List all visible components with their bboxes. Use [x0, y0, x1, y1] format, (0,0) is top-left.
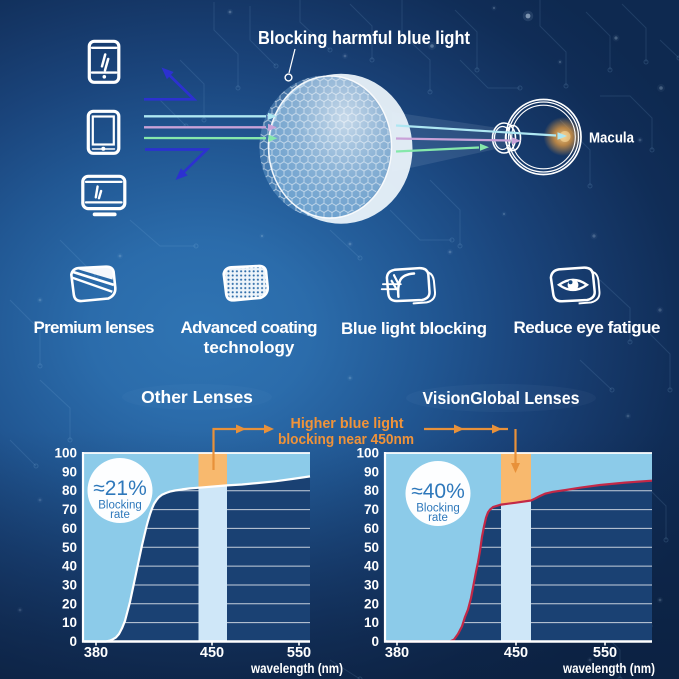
svg-text:380: 380: [385, 645, 409, 661]
svg-text:380: 380: [84, 645, 108, 661]
svg-text:Blocking: Blocking: [416, 503, 459, 515]
svg-text:30: 30: [364, 578, 379, 593]
svg-text:30: 30: [62, 578, 77, 593]
svg-text:80: 80: [62, 483, 77, 498]
svg-text:≈40%: ≈40%: [411, 480, 465, 503]
svg-text:Macula: Macula: [589, 130, 635, 147]
svg-text:rate: rate: [428, 512, 448, 524]
svg-text:90: 90: [364, 464, 379, 479]
svg-text:40: 40: [364, 559, 379, 574]
svg-text:20: 20: [364, 596, 379, 611]
svg-text:10: 10: [364, 615, 379, 630]
svg-text:100: 100: [356, 446, 379, 461]
svg-text:100: 100: [54, 446, 77, 461]
svg-text:90: 90: [62, 464, 77, 479]
svg-text:0: 0: [69, 634, 77, 649]
svg-text:Blocking: Blocking: [98, 500, 141, 512]
svg-text:≈21%: ≈21%: [93, 477, 147, 500]
svg-text:550: 550: [287, 645, 311, 661]
svg-text:50: 50: [364, 540, 379, 555]
svg-text:10: 10: [62, 615, 77, 630]
svg-text:Reduce eye fatigue: Reduce eye fatigue: [514, 318, 661, 337]
svg-text:Blue light blocking: Blue light blocking: [341, 319, 487, 338]
svg-text:60: 60: [364, 521, 379, 536]
svg-text:Blocking harmful blue light: Blocking harmful blue light: [258, 28, 470, 48]
svg-text:80: 80: [364, 483, 379, 498]
svg-text:Other Lenses: Other Lenses: [141, 387, 253, 407]
svg-text:rate: rate: [110, 509, 130, 521]
svg-text:Advanced coating: Advanced coating: [181, 318, 318, 337]
svg-text:Higher blue light: Higher blue light: [291, 416, 404, 432]
svg-text:550: 550: [593, 645, 617, 661]
svg-text:VisionGlobal Lenses: VisionGlobal Lenses: [423, 388, 580, 408]
svg-text:0: 0: [371, 634, 379, 649]
svg-text:70: 70: [62, 502, 77, 517]
svg-text:40: 40: [62, 559, 77, 574]
svg-text:technology: technology: [204, 338, 295, 357]
svg-text:blocking near 450nm: blocking near 450nm: [278, 432, 414, 448]
svg-text:50: 50: [62, 540, 77, 555]
svg-text:wavelength (nm): wavelength (nm): [250, 661, 343, 676]
svg-text:60: 60: [62, 521, 77, 536]
svg-text:450: 450: [504, 645, 528, 661]
svg-text:20: 20: [62, 596, 77, 611]
svg-text:450: 450: [200, 645, 224, 661]
svg-text:70: 70: [364, 502, 379, 517]
svg-text:wavelength (nm): wavelength (nm): [562, 661, 655, 676]
svg-text:Premium lenses: Premium lenses: [34, 318, 155, 337]
